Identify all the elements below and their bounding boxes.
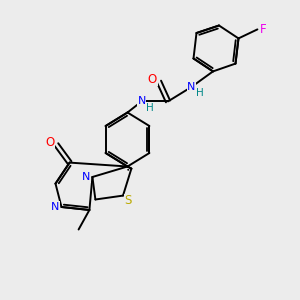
Text: O: O (148, 73, 157, 86)
Text: N: N (82, 172, 90, 182)
Text: S: S (125, 194, 132, 208)
Text: H: H (146, 103, 153, 113)
Text: N: N (187, 82, 196, 92)
Text: O: O (45, 136, 54, 149)
Text: N: N (137, 96, 146, 106)
Text: H: H (196, 88, 203, 98)
Text: N: N (51, 202, 59, 212)
Text: F: F (260, 23, 267, 36)
